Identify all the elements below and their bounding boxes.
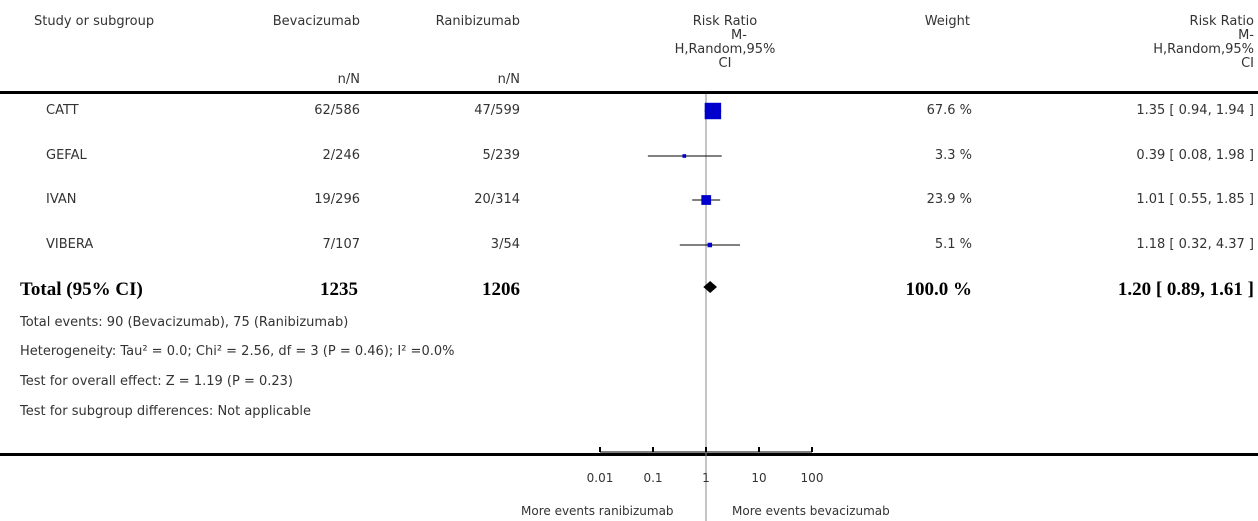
header-study: Study or subgroup: [34, 14, 155, 29]
x-tick-label: 0.1: [643, 471, 662, 485]
row-study: IVAN: [46, 192, 77, 207]
row-group2: 3/54: [490, 237, 520, 252]
axis-right-label: More events bevacizumab: [732, 504, 890, 518]
total-weight: 100.0 %: [905, 279, 973, 300]
row-group2: 20/314: [474, 192, 520, 207]
total-group1: 1235: [320, 279, 358, 300]
header-rr-text-line1: Risk Ratio: [1189, 14, 1254, 29]
footnote-subgroup: Test for subgroup differences: Not appli…: [20, 404, 312, 419]
row-weight: 5.1 %: [934, 237, 972, 252]
header-rr-plot-line2: M-: [731, 28, 747, 43]
footnote-heterogeneity: Heterogeneity: Tau² = 0.0; Chi² = 2.56, …: [20, 344, 455, 359]
header-rr-plot-line1: Risk Ratio: [692, 14, 758, 29]
header-risk-ratio-text: Risk Ratio M- H,Random,95% CI: [1058, 15, 1254, 71]
footnote-total-events: Total events: 90 (Bevacizumab), 75 (Rani…: [20, 315, 349, 330]
header-weight: Weight: [924, 14, 970, 29]
row-group2: 47/599: [474, 103, 520, 118]
x-tick-label: 10: [751, 471, 766, 485]
pooled-diamond: [703, 281, 717, 293]
row-group2: 5/239: [482, 148, 520, 163]
study-marker: [704, 102, 722, 120]
header-rr-text-line4: CI: [1241, 56, 1254, 71]
study-marker: [707, 242, 713, 248]
total-group2: 1206: [482, 279, 520, 300]
header-nN1: n/N: [337, 72, 360, 87]
total-ci: 1.20 [ 0.89, 1.61 ]: [1117, 279, 1254, 300]
row-study: GEFAL: [46, 148, 87, 163]
row-group1: 2/246: [322, 148, 360, 163]
row-ci: 1.35 [ 0.94, 1.94 ]: [1136, 103, 1254, 118]
header-rr-plot-line4: CI: [718, 56, 732, 71]
row-ci: 1.01 [ 0.55, 1.85 ]: [1136, 192, 1254, 207]
row-weight: 67.6 %: [926, 103, 972, 118]
header-rr-text-line2: M-: [1238, 28, 1254, 43]
row-group1: 7/107: [322, 237, 360, 252]
header-divider: [0, 91, 1258, 94]
header-group2: Ranibizumab: [435, 14, 520, 29]
x-tick-label: 100: [801, 471, 824, 485]
header-rr-plot-line3: H,Random,95%: [674, 42, 776, 57]
row-weight: 23.9 %: [926, 192, 972, 207]
footnote-overall-effect: Test for overall effect: Z = 1.19 (P = 0…: [20, 374, 293, 389]
header-risk-ratio-plot: Risk Ratio M- H,Random,95% CI: [590, 15, 860, 71]
header-group1: Bevacizumab: [272, 14, 360, 29]
footer-divider: [0, 453, 1258, 456]
axis-left-label: More events ranibizumab: [521, 504, 674, 518]
header-rr-text-line3: H,Random,95%: [1153, 42, 1254, 57]
row-group1: 19/296: [314, 192, 360, 207]
row-ci: 0.39 [ 0.08, 1.98 ]: [1136, 148, 1254, 163]
study-marker: [682, 154, 687, 158]
row-ci: 1.18 [ 0.32, 4.37 ]: [1136, 237, 1254, 252]
row-group1: 62/586: [314, 103, 360, 118]
x-tick-label: 0.01: [587, 471, 614, 485]
x-tick-label: 1: [702, 471, 710, 485]
row-weight: 3.3 %: [934, 148, 972, 163]
row-study: CATT: [46, 103, 79, 118]
total-label: Total (95% CI): [20, 279, 143, 300]
study-marker: [701, 195, 712, 205]
header-nN2: n/N: [497, 72, 520, 87]
row-study: VIBERA: [46, 237, 94, 252]
